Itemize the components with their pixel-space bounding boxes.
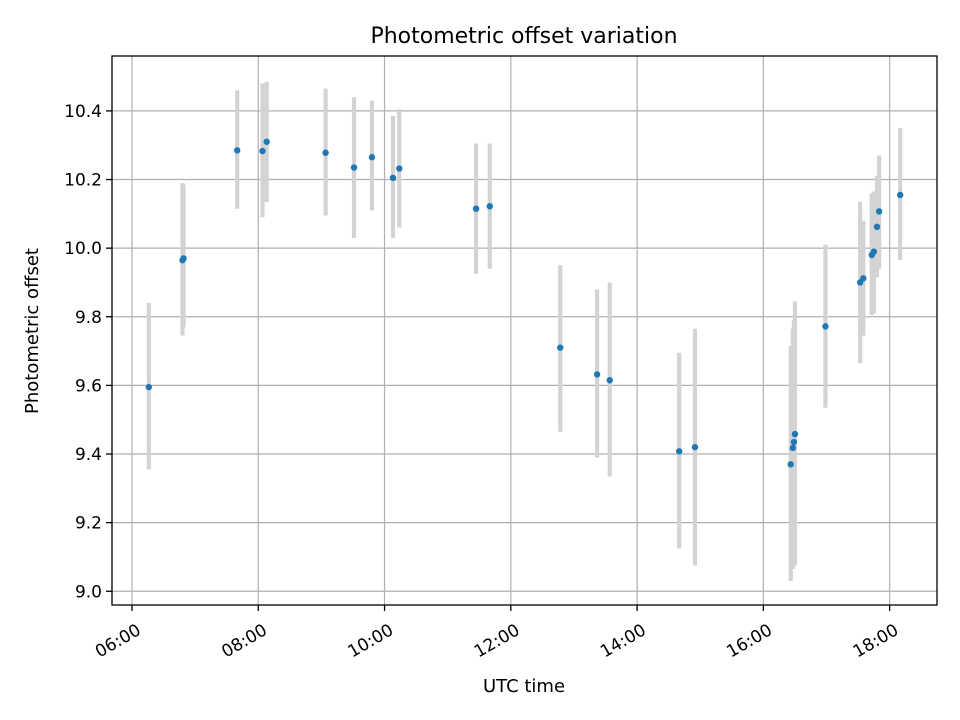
errorbar-layer xyxy=(146,81,903,581)
data-point xyxy=(180,255,187,262)
data-point xyxy=(145,383,153,391)
y-tick-label: 9.0 xyxy=(75,582,102,602)
grid-layer xyxy=(112,56,937,605)
data-point xyxy=(322,149,329,156)
data-point xyxy=(368,154,376,161)
data-point xyxy=(875,208,883,215)
x-tick-label: 06:00 xyxy=(92,620,144,662)
data-point xyxy=(791,430,799,438)
data-point xyxy=(789,444,797,452)
data-point xyxy=(486,203,493,210)
data-point xyxy=(350,164,358,171)
x-tick-label: 08:00 xyxy=(218,620,270,662)
x-tick-label: 18:00 xyxy=(850,620,902,662)
data-point xyxy=(873,223,881,231)
x-tick-label: 14:00 xyxy=(597,620,649,662)
data-point xyxy=(606,377,613,384)
y-tick-label: 9.6 xyxy=(75,376,102,396)
data-point xyxy=(234,147,241,154)
data-point xyxy=(259,147,266,155)
y-tick-label: 10.0 xyxy=(64,239,102,259)
data-point xyxy=(263,138,270,145)
data-point xyxy=(870,248,878,255)
data-point xyxy=(896,191,904,199)
y-axis-label: Photometric offset xyxy=(22,248,43,414)
x-axis: 06:00 08:00 10:00 12:00 14:00 16:00 18:00 xyxy=(92,605,902,662)
x-tick-label: 12:00 xyxy=(471,620,523,662)
data-point xyxy=(787,461,794,468)
y-tick-label: 10.4 xyxy=(64,102,102,122)
data-point xyxy=(860,275,867,282)
data-point xyxy=(691,443,699,451)
data-point xyxy=(396,165,403,172)
y-tick-label: 9.8 xyxy=(75,308,102,328)
point-layer xyxy=(145,138,904,468)
plot-frame xyxy=(111,55,938,606)
data-point xyxy=(790,438,798,446)
x-axis-label: UTC time xyxy=(483,676,565,697)
y-axis: 9.0 9.2 9.4 9.6 9.8 10.0 10.2 10.4 xyxy=(64,102,112,602)
data-point xyxy=(675,448,683,455)
x-tick-label: 10:00 xyxy=(345,620,397,662)
y-tick-label: 10.2 xyxy=(64,171,102,191)
x-tick-label: 16:00 xyxy=(723,620,775,662)
y-tick-label: 9.2 xyxy=(75,514,102,534)
data-point xyxy=(557,344,564,351)
data-point xyxy=(389,174,397,182)
data-point xyxy=(822,323,829,330)
chart-title: Photometric offset variation xyxy=(370,24,677,49)
data-point xyxy=(472,205,480,212)
y-tick-label: 9.4 xyxy=(75,445,102,465)
data-point xyxy=(593,371,601,378)
